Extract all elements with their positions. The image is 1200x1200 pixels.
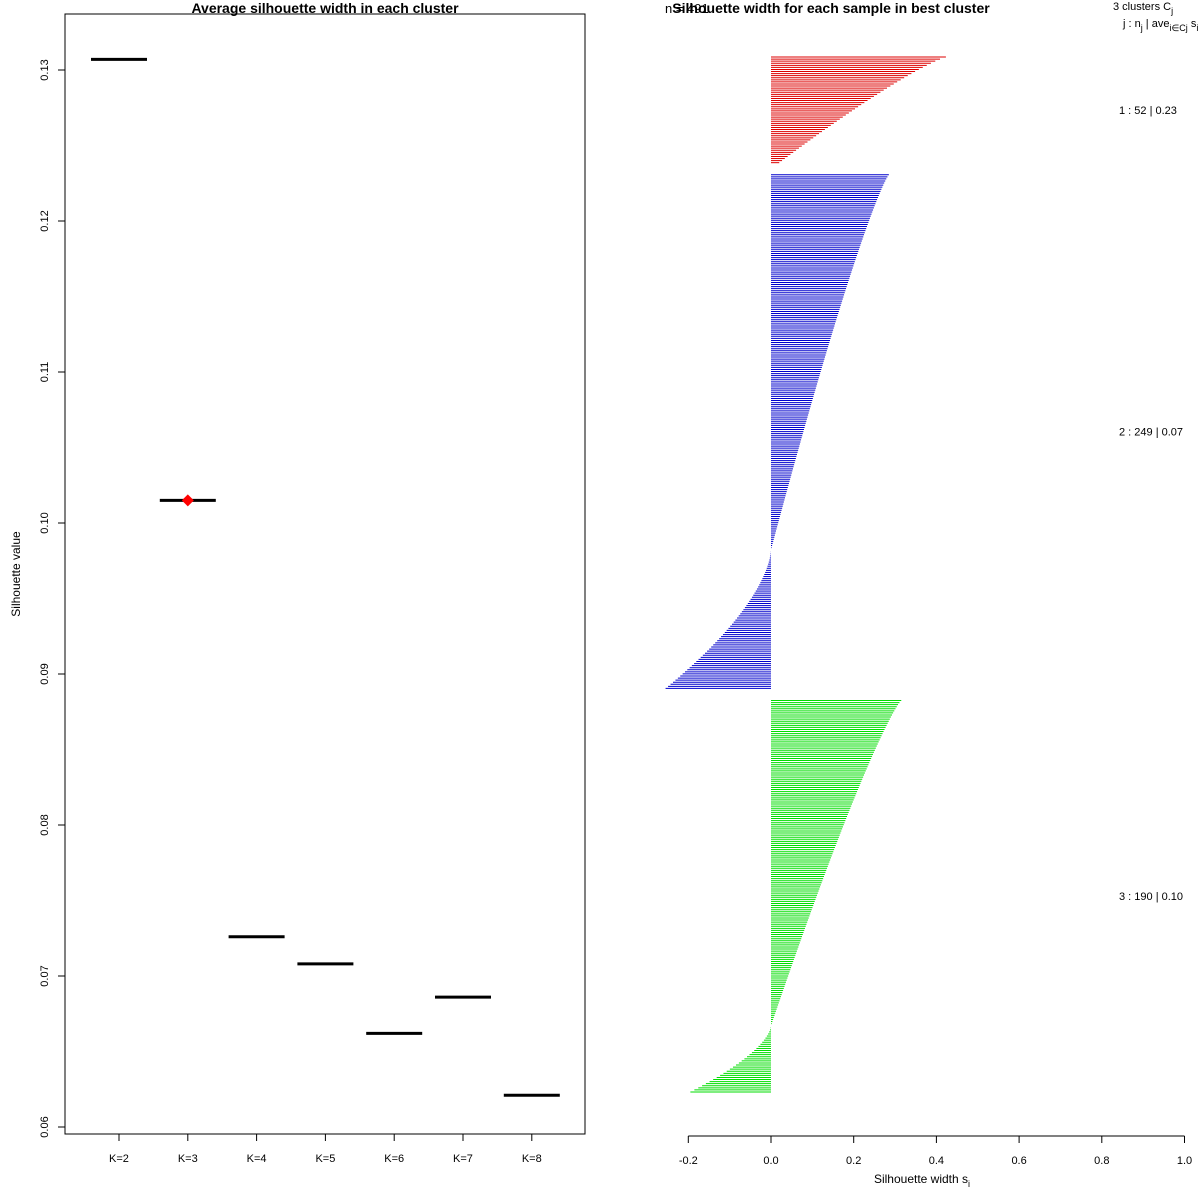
- right-panel: n = 491 Silhouette width for each sample…: [665, 0, 1198, 1189]
- left-y-tick-label: 0.12: [39, 210, 51, 231]
- right-x-tick-label: 0.2: [846, 1155, 861, 1167]
- left-x-tick-label: K=5: [315, 1153, 335, 1165]
- right-x-tick-label: -0.2: [679, 1155, 698, 1167]
- cluster-label: 2 : 249 | 0.07: [1119, 427, 1183, 439]
- left-chart-title: Average silhouette width in each cluster: [191, 0, 459, 16]
- left-y-tick-label: 0.06: [39, 1116, 51, 1137]
- right-chart-title: Silhouette width for each sample in best…: [672, 0, 990, 16]
- legend-header: 3 clusters Cj j : nj | avei∈Cj si: [1113, 1, 1198, 33]
- left-y-tick-label: 0.07: [39, 965, 51, 986]
- left-y-tick-label: 0.10: [39, 512, 51, 533]
- cluster-label: 1 : 52 | 0.23: [1119, 105, 1177, 117]
- best-k-marker: [181, 494, 194, 507]
- left-x-tick-label: K=7: [453, 1153, 473, 1165]
- right-silhouette-bars: [665, 56, 946, 1093]
- left-x-tick-label: K=2: [109, 1153, 129, 1165]
- left-x-tick-label: K=8: [522, 1153, 542, 1165]
- legend-header-line1: 3 clusters Cj: [1113, 1, 1173, 16]
- left-segments: [91, 57, 560, 1097]
- left-x-tick-label: K=4: [247, 1153, 267, 1165]
- cluster-label: 3 : 190 | 0.10: [1119, 891, 1183, 903]
- left-x-tick-label: K=3: [178, 1153, 198, 1165]
- left-panel: Average silhouette width in each cluster…: [9, 0, 586, 1165]
- left-y-tick-label: 0.11: [39, 362, 51, 383]
- left-y-tick-label: 0.09: [39, 663, 51, 684]
- left-y-axis: 0.06 0.07 0.08 0.09 0.10 0.11 0.12 0.13: [39, 59, 66, 1138]
- right-x-axis-label: Silhouette width si: [874, 1172, 970, 1189]
- right-x-tick-label: 0.0: [763, 1155, 778, 1167]
- left-y-axis-label: Silhouette value: [9, 531, 23, 617]
- right-x-tick-label: 0.6: [1011, 1155, 1026, 1167]
- right-title-overlap: n = 491: [665, 1, 709, 16]
- left-x-axis: K=2 K=3 K=4 K=5 K=6 K=7 K=8: [109, 1133, 542, 1165]
- right-x-axis: -0.2 0.0 0.2 0.4 0.6 0.8 1.0: [679, 1135, 1192, 1167]
- right-x-tick-label: 1.0: [1177, 1155, 1192, 1167]
- left-y-tick-label: 0.13: [39, 59, 51, 80]
- right-x-tick-label: 0.8: [1094, 1155, 1109, 1167]
- right-x-tick-label: 0.4: [929, 1155, 944, 1167]
- right-cluster-labels: 1 : 52 | 0.23 2 : 249 | 0.07 3 : 190 | 0.1…: [1119, 105, 1183, 903]
- left-y-tick-label: 0.08: [39, 814, 51, 835]
- left-plot-frame: [64, 13, 586, 1135]
- legend-header-line2: j : nj | avei∈Cj si: [1122, 18, 1198, 33]
- left-x-tick-label: K=6: [384, 1153, 404, 1165]
